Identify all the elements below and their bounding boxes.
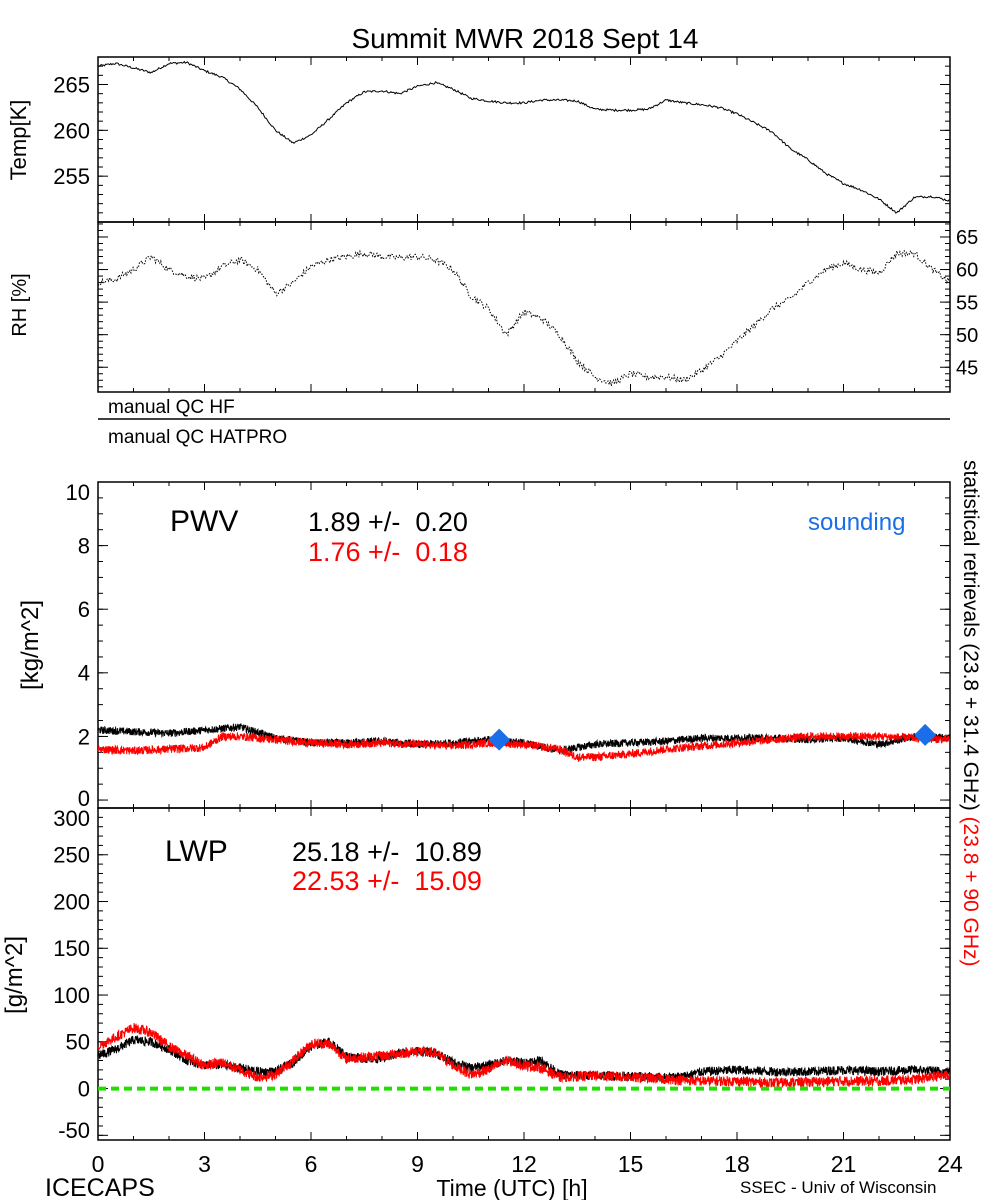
y-tick-label: 60 — [956, 260, 978, 282]
pwv-panel: 0 2 4 6 8 10 — [66, 480, 951, 811]
y-tick-label: 100 — [53, 983, 90, 1008]
footer-icecaps: ICECAPS — [45, 1174, 155, 1200]
lwp-panel: -50 0 50 100 150 200 250 300 — [53, 806, 951, 1143]
temperature-panel: 255 260 265 — [53, 56, 951, 223]
plot-frame — [97, 56, 951, 223]
sounding-legend: sounding — [808, 509, 905, 536]
lwp-label: LWP — [165, 835, 228, 868]
y-tick-label: 250 — [53, 843, 90, 868]
y-tick-label: -50 — [58, 1118, 90, 1143]
y-tick-label: 260 — [53, 118, 90, 143]
y-tick-label: 0 — [78, 786, 90, 811]
y-tick-label: 6 — [78, 597, 90, 622]
x-axis-label: Time (UTC) [h] — [436, 1175, 587, 1200]
y-tick-label: 265 — [53, 72, 90, 97]
y-tick-label: 50 — [66, 1030, 90, 1055]
pwv-stats-black: 1.89 +/- 0.20 — [308, 507, 468, 537]
x-tick-label: 9 — [411, 1151, 424, 1177]
right-vertical-label: statistical retrievals (23.8 + 31.4 GHz)… — [959, 460, 982, 967]
temperature-series-black — [98, 60, 950, 214]
y-tick-label: 55 — [956, 292, 978, 314]
y-tick-label: 150 — [53, 936, 90, 961]
x-tick-label: 12 — [511, 1151, 537, 1177]
x-tick-label: 0 — [92, 1151, 105, 1177]
right-label-black: statistical retrievals (23.8 + 31.4 GHz) — [959, 460, 982, 811]
rh-axis-label: RH [%] — [9, 273, 31, 336]
lwp-stats-black: 25.18 +/- 10.89 — [292, 837, 482, 867]
y-tick-label: 2 — [78, 724, 90, 749]
y-tick-label: 255 — [53, 164, 90, 189]
pwv-label: PWV — [170, 505, 238, 538]
x-tick-label: 24 — [937, 1151, 963, 1177]
y-tick-label: 8 — [78, 534, 90, 559]
pwv-stats-red: 1.76 +/- 0.18 — [308, 537, 468, 567]
x-tick-label: 6 — [305, 1151, 318, 1177]
lwp-series-red — [98, 1022, 950, 1090]
y-tick-label: 4 — [78, 661, 90, 686]
y-tick-label: 0 — [78, 1077, 90, 1102]
y-tick-label: 10 — [66, 480, 90, 505]
sounding-marker — [488, 728, 511, 751]
pwv-axis-label: [kg/m^2] — [17, 600, 44, 690]
lwp-axis-label: [g/m^2] — [1, 936, 28, 1014]
rh-panel: 45 50 55 60 65 — [97, 221, 978, 393]
y-tick-label: 45 — [956, 357, 978, 379]
y-tick-label: 65 — [956, 227, 978, 249]
y-tick-label: 50 — [956, 325, 978, 347]
x-tick-label: 3 — [198, 1151, 211, 1177]
lwp-series-black — [98, 1034, 950, 1083]
qc-hf-label: manual QC HF — [108, 397, 235, 418]
x-tick-label: 18 — [724, 1151, 750, 1177]
x-tick-label: 21 — [831, 1151, 857, 1177]
y-tick-label: 200 — [53, 889, 90, 914]
qc-hatpro-label: manual QC HATPRO — [108, 427, 287, 448]
temp-axis-label: Temp[K] — [6, 100, 31, 181]
x-tick-label: 15 — [618, 1151, 644, 1177]
lwp-stats-red: 22.53 +/- 15.09 — [292, 866, 482, 896]
plot-frame — [97, 221, 951, 393]
pwv-series-red — [98, 731, 950, 762]
sounding-marker — [914, 723, 937, 746]
relative-humidity-series-black — [98, 249, 950, 387]
footer-ssec: SSEC - Univ of Wisconsin — [740, 1178, 937, 1197]
y-tick-label: 300 — [53, 806, 90, 831]
chart-title: Summit MWR 2018 Sept 14 — [351, 23, 698, 54]
right-label-red: (23.8 + 90 GHz) — [959, 817, 982, 967]
